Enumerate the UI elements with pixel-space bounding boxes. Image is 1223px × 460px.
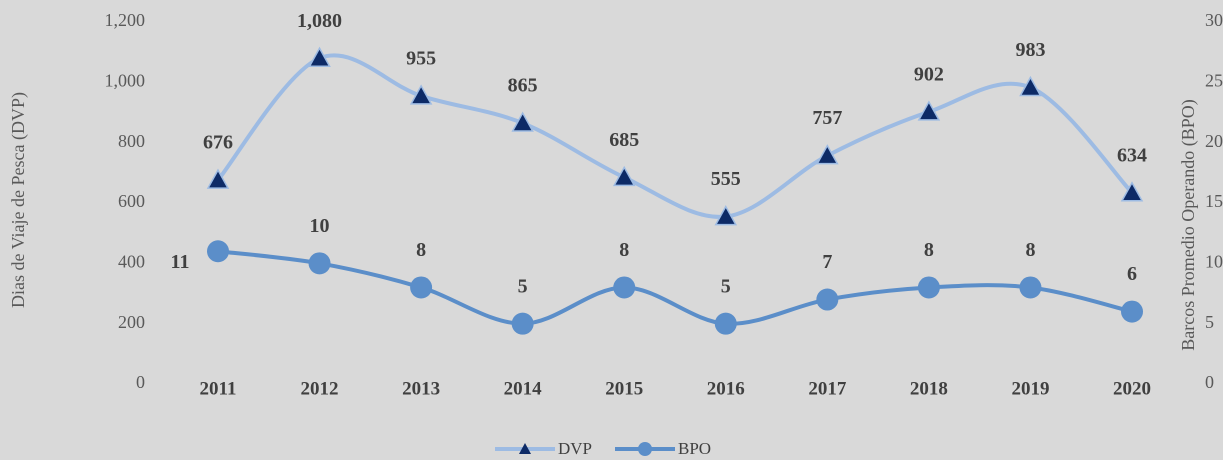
data-label: 955 [406, 48, 436, 70]
marker [207, 240, 229, 263]
marker [511, 312, 534, 335]
data-label: 5 [518, 275, 528, 297]
y2-tick-label: 0 [1205, 372, 1214, 392]
marker [206, 168, 230, 189]
data-label: 865 [508, 75, 538, 97]
data-label: 555 [711, 168, 741, 190]
data-label: 685 [609, 129, 639, 151]
y-tick-label: 400 [118, 251, 145, 271]
marker [1120, 181, 1144, 202]
data-label: 5 [721, 275, 731, 297]
y-tick-label: 1,000 [105, 70, 146, 90]
x-tick-label: 2017 [808, 378, 847, 399]
y-tick-label: 0 [136, 372, 145, 392]
data-label: 10 [310, 215, 330, 237]
marker [511, 111, 534, 132]
data-label: 634 [1117, 144, 1147, 166]
marker [714, 312, 737, 335]
marker [917, 276, 940, 299]
marker [409, 84, 433, 105]
marker [308, 252, 331, 275]
legend-label: BPO [678, 439, 711, 458]
x-tick-label: 2020 [1113, 378, 1151, 399]
marker [917, 100, 941, 121]
line-bpo [216, 249, 1134, 326]
marker [612, 165, 636, 187]
marker [308, 46, 331, 67]
y2-axis-title: Barcos Promedio Operando (BPO) [1178, 99, 1199, 350]
legend-marker [519, 443, 531, 454]
x-tick-label: 2012 [301, 378, 339, 399]
y2-tick-label: 30 [1205, 10, 1223, 30]
data-label: 676 [203, 132, 233, 154]
line-dvp [216, 53, 1134, 219]
y2-tick-label: 20 [1205, 131, 1223, 151]
y-tick-label: 600 [118, 191, 145, 211]
data-label: 902 [914, 63, 944, 85]
y2-tick-label: 25 [1205, 70, 1223, 90]
marker [714, 205, 738, 226]
x-tick-label: 2019 [1011, 378, 1049, 399]
legend-marker [638, 442, 652, 456]
marker [1019, 75, 1042, 97]
marker [613, 276, 636, 299]
y-tick-label: 200 [118, 312, 145, 332]
data-label: 6 [1127, 263, 1137, 285]
data-label: 11 [171, 251, 190, 273]
marker [816, 144, 839, 165]
y-tick-label: 1,200 [105, 10, 146, 30]
data-label: 8 [924, 239, 934, 261]
x-tick-label: 2014 [504, 378, 543, 399]
y-tick-label: 800 [118, 131, 145, 151]
data-label: 8 [1025, 239, 1035, 261]
data-label: 757 [812, 107, 842, 129]
x-tick-label: 2011 [200, 378, 237, 399]
y2-tick-label: 15 [1205, 191, 1223, 211]
data-label: 8 [619, 239, 629, 261]
data-label: 8 [416, 239, 426, 261]
x-tick-label: 2013 [402, 378, 440, 399]
marker [410, 276, 433, 299]
y2-tick-label: 5 [1205, 312, 1214, 332]
data-label: 983 [1015, 39, 1045, 61]
legend-label: DVP [558, 439, 592, 458]
marker [1019, 276, 1042, 299]
marker [816, 288, 839, 311]
y2-tick-label: 10 [1205, 251, 1223, 271]
y-axis-title: Dias de Viaje de Pesca (DVP) [8, 92, 29, 308]
x-tick-label: 2016 [707, 378, 745, 399]
data-label: 1,080 [297, 10, 342, 32]
data-label: 7 [822, 251, 832, 273]
marker [1121, 300, 1143, 323]
x-tick-label: 2018 [910, 378, 948, 399]
x-tick-label: 2015 [605, 378, 643, 399]
